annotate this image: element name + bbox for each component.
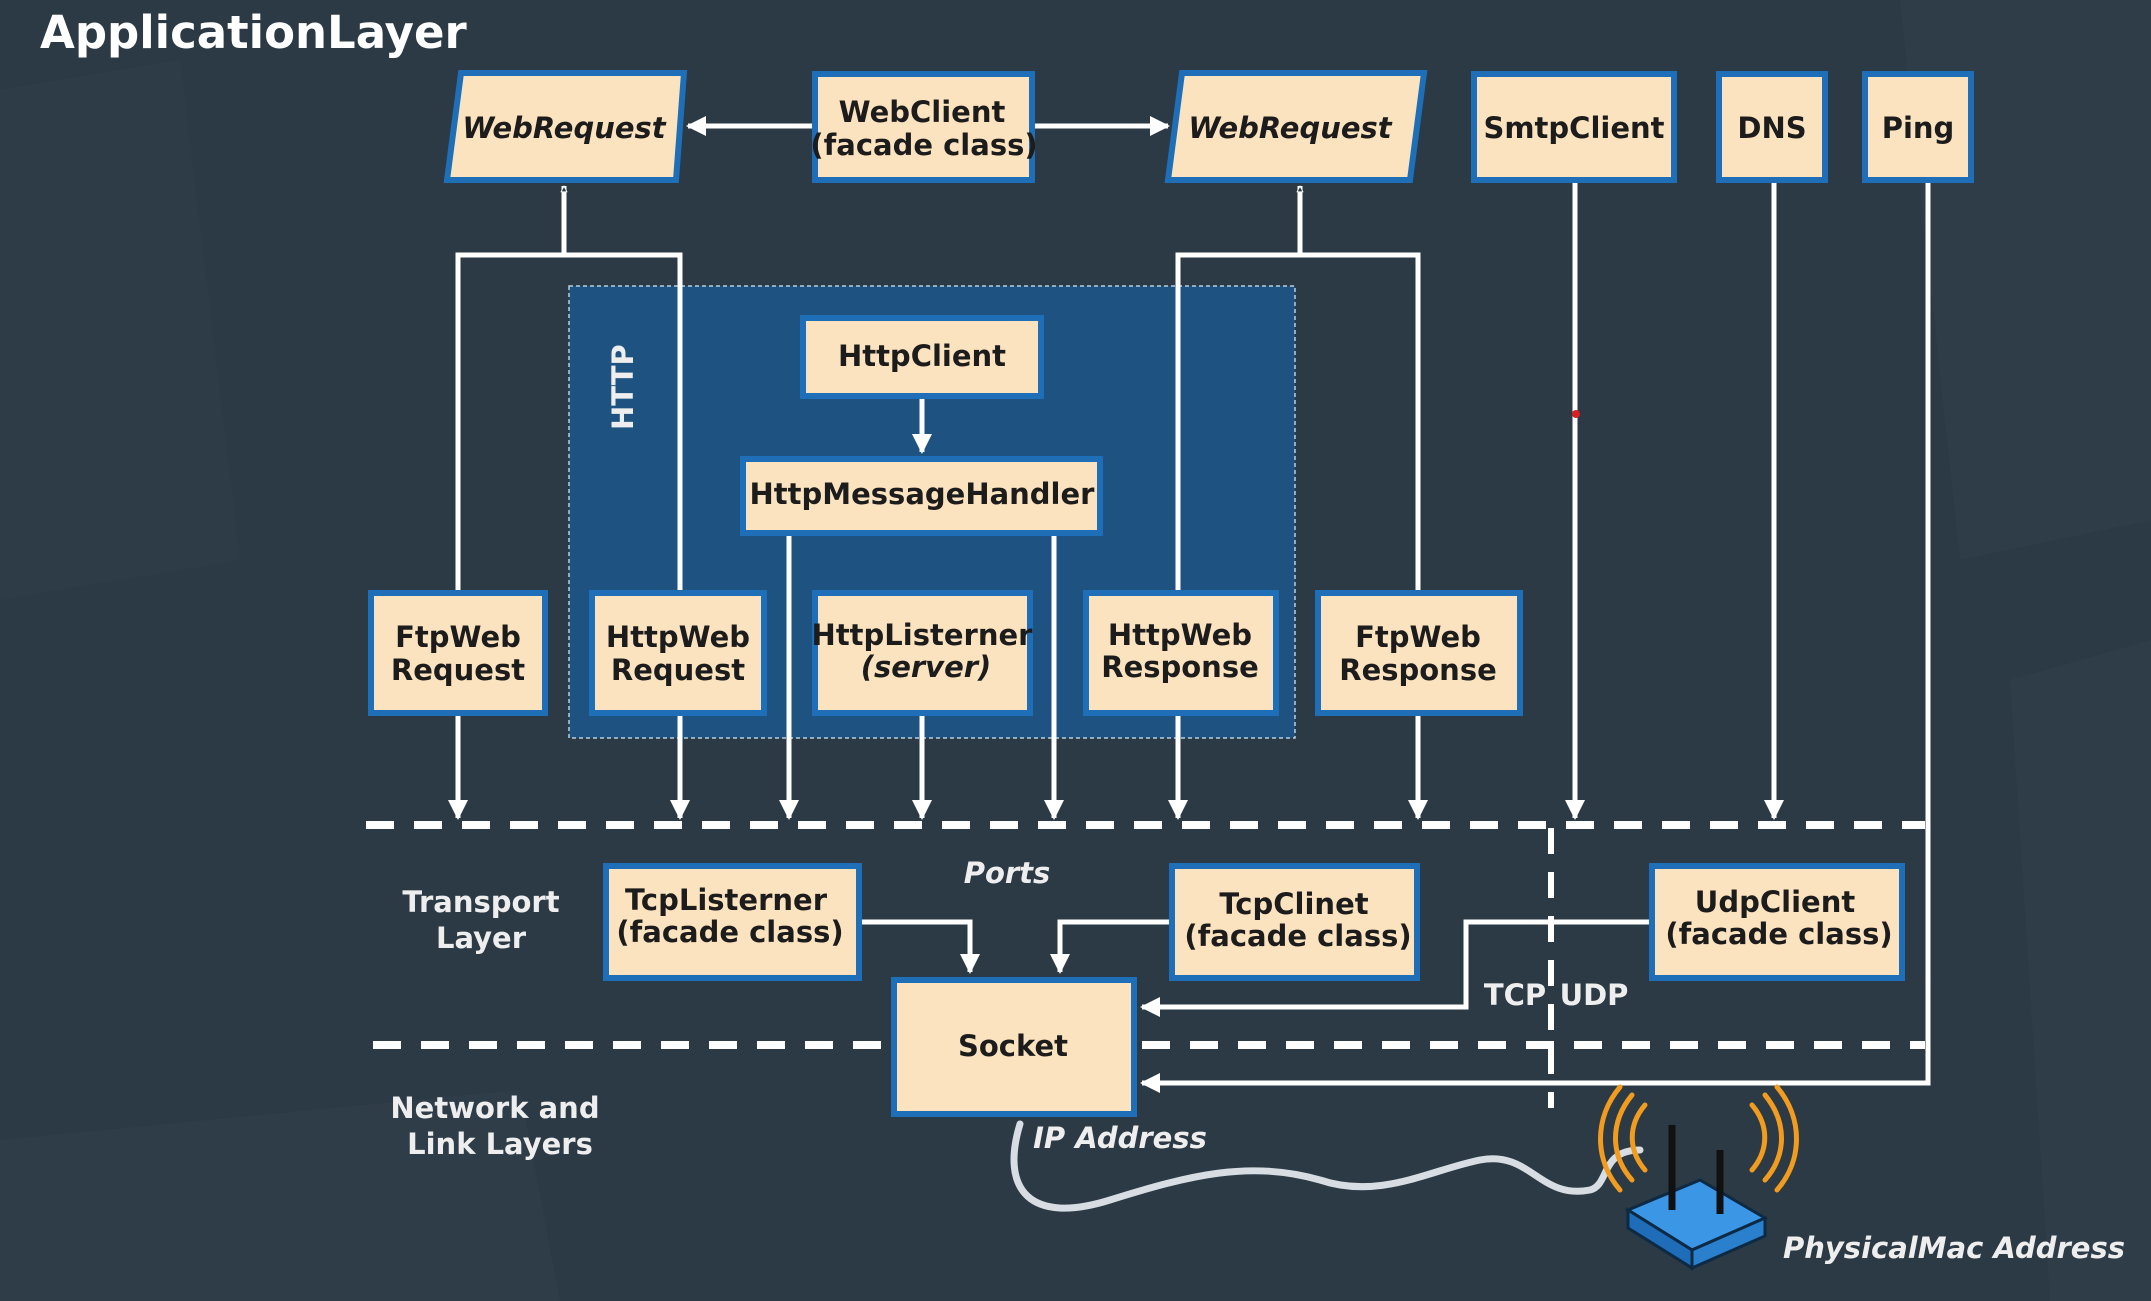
arrow-udpclient-to-socket xyxy=(1140,919,1650,1017)
ports-label: Ports xyxy=(964,856,1051,890)
webrequest-right-label: WebRequest xyxy=(1188,111,1392,145)
box-ftpwebrequest: FtpWeb Request xyxy=(368,590,548,716)
network-cable xyxy=(1010,1120,1644,1212)
connectors xyxy=(448,116,1931,1093)
box-webclient: WebClient (facade class) xyxy=(810,71,1038,183)
box-dns: DNS xyxy=(1716,71,1828,183)
ping-label: Ping xyxy=(1882,111,1955,145)
box-ping: Ping xyxy=(1862,71,1974,183)
webclient-label-line2: (facade class) xyxy=(810,128,1037,162)
httpwebrequest-label-line2: Request xyxy=(611,653,745,687)
inheritance-left-bracket xyxy=(455,252,683,593)
transport-layer-label-line1: Transport xyxy=(402,885,559,919)
network-layer-label-line2: Link Layers xyxy=(407,1127,593,1161)
udp-label: UDP xyxy=(1560,978,1629,1012)
arrow-tcplistener-to-socket xyxy=(859,919,980,974)
physical-mac-address-label: PhysicalMac Address xyxy=(1783,1231,2125,1265)
layer-separators xyxy=(366,821,1925,1049)
tcplistener-label-line1: TcpListerner xyxy=(625,883,828,917)
pointer-dot xyxy=(1572,410,1580,418)
arrow-tcpclient-to-socket xyxy=(1050,919,1170,974)
wifi-router-icon xyxy=(1598,1084,1799,1271)
arrow-ping-to-socket xyxy=(1140,182,1931,1093)
httpclient-label: HttpClient xyxy=(838,339,1006,373)
box-socket: Socket xyxy=(891,977,1137,1117)
udpclient-label-line2: (facade class) xyxy=(1665,917,1892,951)
layer-labels: Ports Transport Layer Network and Link L… xyxy=(390,856,2125,1265)
box-tcplistener: TcpListerner (facade class) xyxy=(603,863,862,981)
tcpclient-label-line1: TcpClinet xyxy=(1219,887,1368,921)
tcplistener-label-line2: (facade class) xyxy=(616,915,843,949)
box-ftpwebresponse: FtpWeb Response xyxy=(1315,590,1523,716)
box-smtpclient: SmtpClient xyxy=(1471,71,1677,183)
httplistener-label-line2: (server) xyxy=(861,650,992,684)
box-httpmessagehandler: HttpMessageHandler xyxy=(740,456,1103,536)
box-tcpclient: TcpClinet (facade class) xyxy=(1169,863,1420,981)
box-httpclient: HttpClient xyxy=(800,315,1044,399)
box-webrequest-right: WebRequest xyxy=(1164,70,1428,183)
box-httplistener: HttpListerner (server) xyxy=(812,590,1034,716)
dns-label: DNS xyxy=(1737,111,1806,145)
box-webrequest-left: WebRequest xyxy=(443,70,688,183)
httpwebrequest-label-line1: HttpWeb xyxy=(606,620,750,654)
ftpwebrequest-label-line1: FtpWeb xyxy=(395,620,521,654)
ftpwebresponse-label-line1: FtpWeb xyxy=(1355,620,1481,654)
webclient-label-line1: WebClient xyxy=(839,95,1006,129)
page-title: ApplicationLayer xyxy=(40,6,468,59)
ip-address-label: IP Address xyxy=(1033,1121,1207,1155)
ftpwebresponse-label-line2: Response xyxy=(1339,653,1497,687)
smtpclient-label: SmtpClient xyxy=(1483,111,1664,145)
boxes: WebRequest WebClient (facade class) WebR… xyxy=(368,70,1974,1117)
tcp-label: TCP xyxy=(1484,978,1546,1012)
socket-label: Socket xyxy=(958,1029,1068,1063)
httpwebresponse-label-line1: HttpWeb xyxy=(1108,618,1252,652)
httpwebresponse-label-line2: Response xyxy=(1101,650,1259,684)
httplistener-label-line1: HttpListerner xyxy=(812,618,1034,652)
udpclient-label-line1: UdpClient xyxy=(1695,885,1856,919)
httpmessagehandler-label: HttpMessageHandler xyxy=(750,477,1096,511)
http-group-label: HTTP xyxy=(606,344,640,430)
ftpwebrequest-label-line2: Request xyxy=(391,653,525,687)
box-httpwebrequest: HttpWeb Request xyxy=(589,590,767,716)
transport-layer-label-line2: Layer xyxy=(436,921,527,955)
network-layer-label-line1: Network and xyxy=(390,1091,599,1125)
box-httpwebresponse: HttpWeb Response xyxy=(1083,590,1279,716)
tcpclient-label-line2: (facade class) xyxy=(1184,919,1411,953)
box-udpclient: UdpClient (facade class) xyxy=(1649,863,1905,981)
webrequest-left-label: WebRequest xyxy=(462,111,666,145)
